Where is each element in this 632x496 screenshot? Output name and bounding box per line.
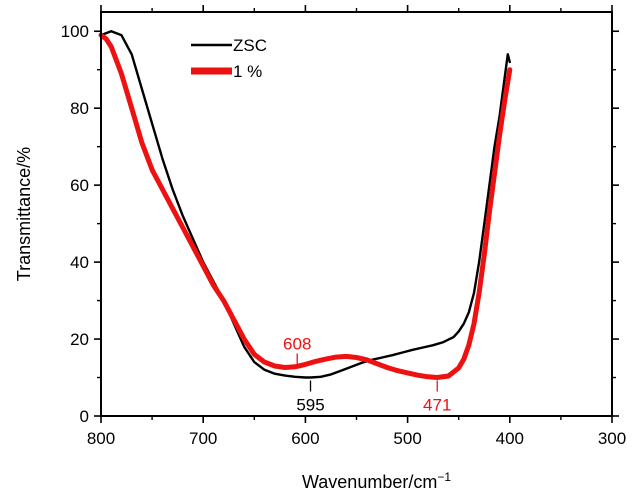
labels-layer: 800 700 600 500 400 300 0 20 40 60 80 100 — [61, 22, 627, 448]
peak-label-608: 608 — [283, 335, 311, 354]
x-tick-label: 300 — [598, 429, 626, 448]
series-line-zsc — [99, 30, 511, 379]
y-tick-label: 20 — [70, 330, 89, 349]
x-tick-label: 500 — [393, 429, 421, 448]
legend: ZSC 1 % — [191, 36, 267, 81]
peak-label-471: 471 — [423, 396, 451, 415]
series-line-1 — [98, 32, 513, 380]
y-tick-label: 60 — [70, 176, 89, 195]
x-axis-title-superscript: −1 — [437, 470, 451, 484]
y-tick-label: 100 — [61, 22, 89, 41]
series-layer — [98, 30, 513, 380]
x-axis-title: Wavenumber/cm−1 — [302, 470, 451, 492]
x-tick-label: 700 — [189, 429, 217, 448]
x-axis-title-main: Wavenumber/cm — [302, 472, 437, 492]
legend-label-1: 1 % — [233, 62, 262, 81]
legend-label-zsc: ZSC — [233, 36, 267, 55]
annotations: 608 595 471 — [283, 335, 451, 415]
x-tick-label: 800 — [87, 429, 115, 448]
y-tick-label: 0 — [80, 407, 89, 426]
ticks-layer — [94, 5, 619, 423]
plot-frame — [100, 11, 613, 417]
y-axis-title: Transmittance/% — [14, 147, 34, 281]
x-tick-label: 400 — [496, 429, 524, 448]
y-tick-label: 40 — [70, 253, 89, 272]
peak-label-595: 595 — [296, 396, 324, 415]
y-tick-label: 80 — [70, 99, 89, 118]
x-tick-label: 600 — [291, 429, 319, 448]
